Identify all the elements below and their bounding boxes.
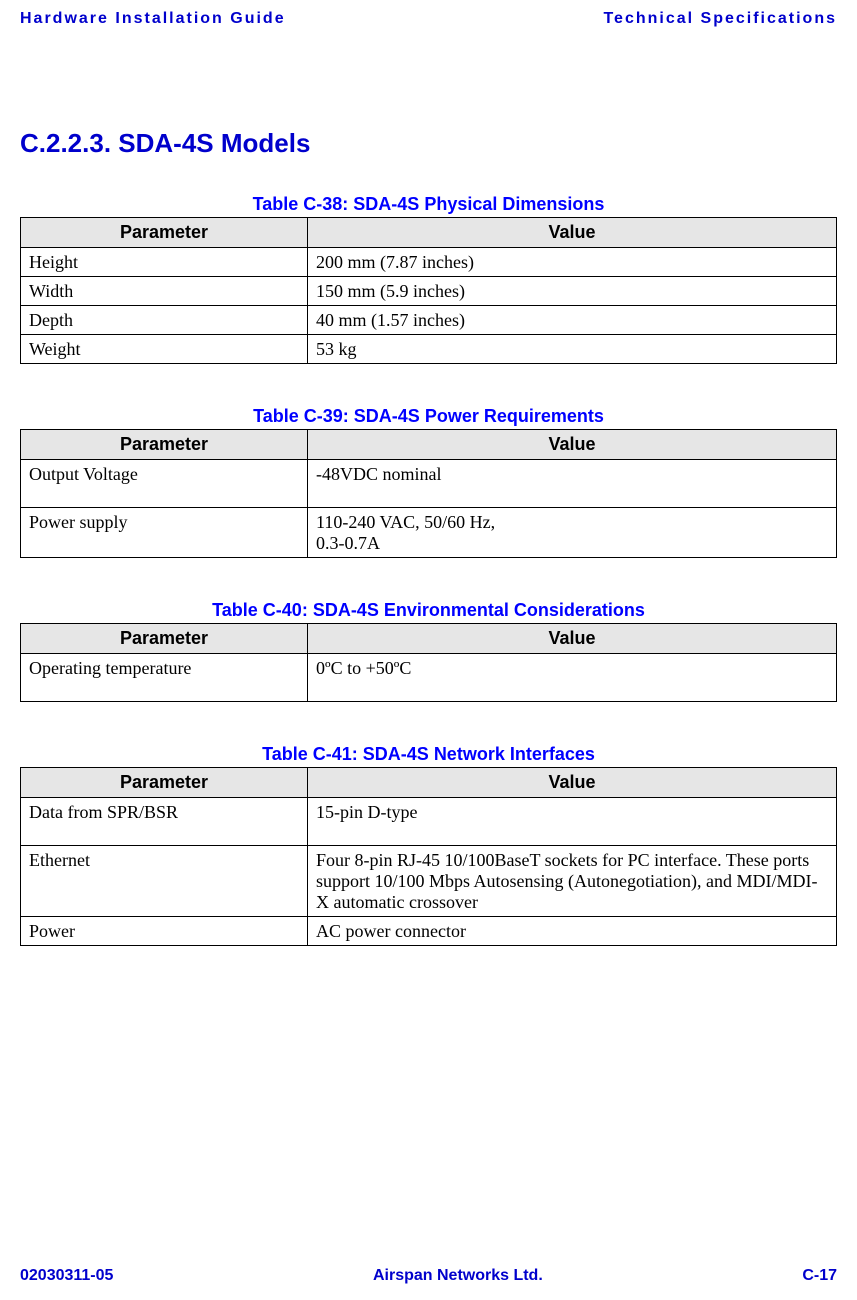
table-header-row: Parameter Value	[21, 430, 837, 460]
table-caption-network: Table C-41: SDA-4S Network Interfaces	[20, 744, 837, 765]
table-header-row: Parameter Value	[21, 218, 837, 248]
column-header: Parameter	[21, 218, 308, 248]
column-header: Value	[308, 430, 837, 460]
table-row: Height 200 mm (7.87 inches)	[21, 248, 837, 277]
cell-param: Width	[21, 277, 308, 306]
table-row: Power supply 110-240 VAC, 50/60 Hz, 0.3-…	[21, 508, 837, 558]
column-header: Value	[308, 218, 837, 248]
table-row: Weight 53 kg	[21, 335, 837, 364]
cell-param: Data from SPR/BSR	[21, 798, 308, 846]
column-header: Parameter	[21, 430, 308, 460]
column-header: Value	[308, 624, 837, 654]
header-right: Technical Specifications	[603, 10, 837, 28]
header-left: Hardware Installation Guide	[20, 10, 286, 28]
cell-param: Height	[21, 248, 308, 277]
cell-value: 200 mm (7.87 inches)	[308, 248, 837, 277]
cell-value: 40 mm (1.57 inches)	[308, 306, 837, 335]
cell-param: Power supply	[21, 508, 308, 558]
cell-param: Ethernet	[21, 846, 308, 917]
footer-right: C-17	[802, 1267, 837, 1285]
table-caption-power: Table C-39: SDA-4S Power Requirements	[20, 406, 837, 427]
cell-param: Power	[21, 917, 308, 946]
table-env: Parameter Value Operating temperature 0º…	[20, 623, 837, 702]
cell-value: 0ºC to +50ºC	[308, 654, 837, 702]
cell-param: Depth	[21, 306, 308, 335]
table-row: Power AC power connector	[21, 917, 837, 946]
page-footer: 02030311-05 Airspan Networks Ltd. C-17	[20, 1267, 837, 1285]
footer-left: 02030311-05	[20, 1267, 113, 1285]
cell-value: 110-240 VAC, 50/60 Hz, 0.3-0.7A	[308, 508, 837, 558]
table-row: Operating temperature 0ºC to +50ºC	[21, 654, 837, 702]
table-row: Output Voltage -48VDC nominal	[21, 460, 837, 508]
table-network: Parameter Value Data from SPR/BSR 15-pin…	[20, 767, 837, 946]
page-header: Hardware Installation Guide Technical Sp…	[20, 10, 837, 28]
section-heading: C.2.2.3. SDA-4S Models	[20, 128, 837, 159]
cell-param: Weight	[21, 335, 308, 364]
cell-param: Output Voltage	[21, 460, 308, 508]
table-caption-physical: Table C-38: SDA-4S Physical Dimensions	[20, 194, 837, 215]
table-header-row: Parameter Value	[21, 768, 837, 798]
table-row: Depth 40 mm (1.57 inches)	[21, 306, 837, 335]
cell-value: 150 mm (5.9 inches)	[308, 277, 837, 306]
footer-center: Airspan Networks Ltd.	[373, 1267, 543, 1285]
cell-value: -48VDC nominal	[308, 460, 837, 508]
cell-value: 53 kg	[308, 335, 837, 364]
cell-param: Operating temperature	[21, 654, 308, 702]
table-row: Data from SPR/BSR 15-pin D-type	[21, 798, 837, 846]
column-header: Parameter	[21, 768, 308, 798]
column-header: Parameter	[21, 624, 308, 654]
cell-value: AC power connector	[308, 917, 837, 946]
cell-value: 15-pin D-type	[308, 798, 837, 846]
table-physical: Parameter Value Height 200 mm (7.87 inch…	[20, 217, 837, 364]
column-header: Value	[308, 768, 837, 798]
table-power: Parameter Value Output Voltage -48VDC no…	[20, 429, 837, 558]
table-caption-env: Table C-40: SDA-4S Environmental Conside…	[20, 600, 837, 621]
table-row: Ethernet Four 8-pin RJ-45 10/100BaseT so…	[21, 846, 837, 917]
cell-value: Four 8-pin RJ-45 10/100BaseT sockets for…	[308, 846, 837, 917]
table-row: Width 150 mm (5.9 inches)	[21, 277, 837, 306]
table-header-row: Parameter Value	[21, 624, 837, 654]
